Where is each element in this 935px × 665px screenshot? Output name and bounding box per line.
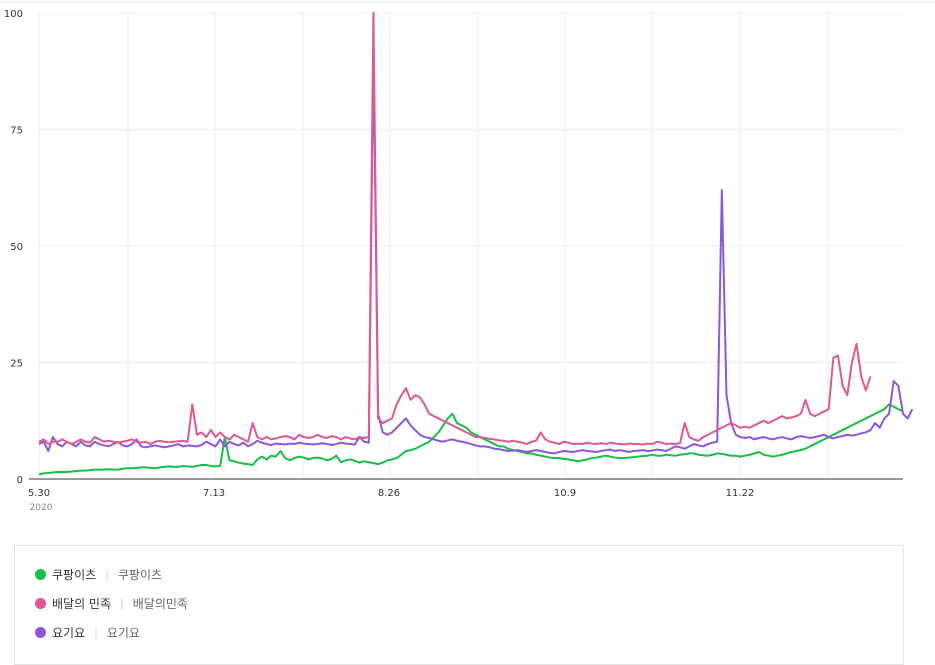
legend-item[interactable]: 요기요 | 요기요	[35, 624, 140, 641]
legend-series-name: 배달의 민족	[52, 597, 112, 611]
series-line	[38, 49, 914, 455]
legend-color-dot	[35, 598, 46, 609]
legend-separator: |	[94, 626, 98, 639]
series-line	[38, 403, 904, 476]
legend-keyword: 요기요	[106, 626, 140, 640]
x-tick-label: 10.9	[554, 488, 576, 499]
legend-color-dot	[35, 627, 46, 638]
chart-series	[38, 12, 914, 476]
legend-color-dot	[35, 569, 46, 580]
legend-separator: |	[105, 568, 109, 581]
legend-item[interactable]: 쿠팡이츠 | 쿠팡이츠	[35, 566, 162, 583]
x-tick-label: 8.26	[378, 488, 400, 499]
legend-keyword: 쿠팡이츠	[117, 568, 163, 582]
y-tick-label: 0	[17, 475, 23, 486]
chart-axes: 0 25 50 75 100 5.30 7.13 8.26 10.9 11.22 2020	[4, 9, 903, 513]
legend-item[interactable]: 배달의 민족 | 배달의민족	[35, 595, 188, 612]
y-tick-label: 75	[10, 126, 23, 137]
x-tick-label: 11.22	[726, 488, 755, 499]
legend-series-name: 쿠팡이츠	[52, 568, 97, 582]
chart-grid	[0, 1, 935, 479]
legend-separator: |	[120, 597, 124, 610]
legend-series-name: 요기요	[52, 626, 86, 640]
y-tick-label: 25	[10, 359, 23, 370]
x-tick-label: 7.13	[203, 488, 225, 499]
series-line	[38, 12, 872, 446]
x-tick-label: 5.30	[28, 488, 50, 499]
legend-keyword: 배달의민족	[132, 597, 188, 611]
y-tick-label: 100	[4, 9, 23, 20]
y-tick-label: 50	[10, 242, 23, 253]
x-year-label: 2020	[30, 503, 53, 513]
